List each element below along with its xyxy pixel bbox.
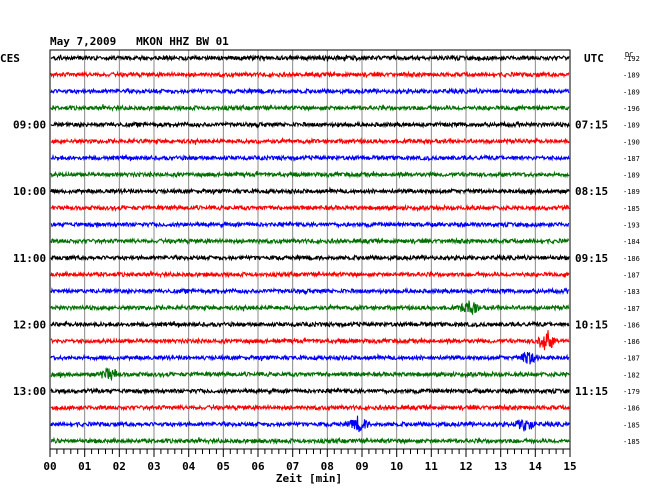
trace-row-12 — [50, 237, 570, 246]
x-tick-label: 14 — [529, 460, 543, 473]
x-tick-label: 11 — [425, 460, 439, 473]
trace-row-14 — [50, 270, 570, 279]
dc-value-23: -185 — [623, 421, 640, 429]
trace-row-23 — [50, 415, 570, 433]
trace-row-6 — [50, 136, 570, 146]
x-tick-label: 09 — [355, 460, 368, 473]
right-axis-label: UTC — [584, 52, 604, 65]
x-tick-label: 06 — [251, 460, 265, 473]
trace-row-4 — [50, 103, 570, 112]
dc-value-13: -186 — [623, 255, 640, 263]
trace-row-1 — [50, 54, 570, 63]
left-time-label: 09:00 — [13, 119, 46, 132]
x-tick-label: 15 — [563, 460, 576, 473]
trace-row-11 — [50, 220, 570, 229]
dc-value-12: -184 — [623, 238, 640, 246]
dc-value-14: -187 — [623, 271, 640, 279]
x-tick-label: 08 — [321, 460, 334, 473]
chart-title: May 7,2009 MKON HHZ BW 01 — [50, 35, 229, 48]
dc-value-2: -189 — [623, 72, 640, 80]
dc-value-5: -189 — [623, 122, 640, 130]
dc-value-6: -190 — [623, 138, 640, 146]
dc-value-9: -189 — [623, 188, 640, 196]
dc-value-18: -186 — [623, 338, 640, 346]
right-time-label: 09:15 — [575, 252, 608, 265]
dc-value-15: -183 — [623, 288, 640, 296]
left-time-label: 13:00 — [13, 385, 46, 398]
left-time-label: 11:00 — [13, 252, 46, 265]
trace-row-17 — [50, 320, 570, 329]
trace-row-21 — [50, 387, 570, 396]
dc-value-3: -189 — [623, 88, 640, 96]
dc-value-1: -192 — [623, 55, 640, 63]
dc-value-19: -187 — [623, 355, 640, 363]
trace-row-7 — [50, 153, 570, 162]
trace-row-3 — [50, 86, 570, 96]
grid — [49, 50, 571, 449]
x-tick-label: 12 — [459, 460, 472, 473]
right-time-label: 08:15 — [575, 185, 608, 198]
dc-value-17: -186 — [623, 321, 640, 329]
dc-value-4: -196 — [623, 105, 640, 113]
left-axis-label: CES — [0, 52, 20, 65]
dc-value-20: -182 — [623, 371, 640, 379]
dc-value-8: -189 — [623, 172, 640, 180]
right-time-label: 10:15 — [575, 318, 608, 331]
plot-border — [49, 49, 571, 450]
x-tick-label: 05 — [217, 460, 230, 473]
x-tick-label: 00 — [43, 460, 56, 473]
dc-value-21: -179 — [623, 388, 640, 396]
dc-value-24: -185 — [623, 438, 640, 446]
x-tick-label: 07 — [286, 460, 299, 473]
left-time-label: 12:00 — [13, 318, 46, 331]
x-axis-label: Zeit [min] — [276, 472, 342, 485]
x-tick-label: 04 — [182, 460, 196, 473]
x-tick-label: 02 — [113, 460, 126, 473]
trace-row-13 — [50, 253, 570, 262]
x-ticks: 00 01 02 03 04 05 06 07 08 09 10 11 12 13 14 15 — [43, 449, 577, 473]
trace-row-24 — [50, 436, 570, 445]
x-tick-label: 03 — [147, 460, 160, 473]
trace-row-15 — [50, 286, 570, 296]
right-time-label: 11:15 — [575, 385, 608, 398]
right-time-label: 07:15 — [575, 119, 608, 132]
dc-value-22: -186 — [623, 405, 640, 413]
trace-row-22 — [50, 403, 570, 412]
trace-row-8 — [50, 170, 570, 179]
trace-row-5 — [50, 120, 570, 129]
axis-labels: -192 -189 -189 -196 -189 -190 -187 -189 -189 -185… — [13, 55, 640, 446]
left-time-label: 10:00 — [13, 185, 46, 198]
x-tick-label: 01 — [78, 460, 92, 473]
x-tick-label: 10 — [390, 460, 403, 473]
dc-label: DC — [625, 51, 633, 59]
trace-row-2 — [50, 70, 570, 79]
dc-value-7: -187 — [623, 155, 640, 163]
trace-group — [50, 54, 570, 445]
plot-frame — [49, 49, 571, 450]
trace-row-16 — [50, 300, 570, 315]
dc-value-11: -193 — [623, 222, 640, 230]
trace-row-10 — [50, 203, 570, 213]
trace-row-19 — [50, 351, 570, 365]
trace-row-20 — [50, 367, 570, 382]
trace-row-18 — [50, 330, 570, 351]
x-tick-label: 13 — [494, 460, 507, 473]
dc-value-16: -187 — [623, 305, 640, 313]
trace-row-9 — [50, 186, 570, 196]
dc-value-10: -185 — [623, 205, 640, 213]
